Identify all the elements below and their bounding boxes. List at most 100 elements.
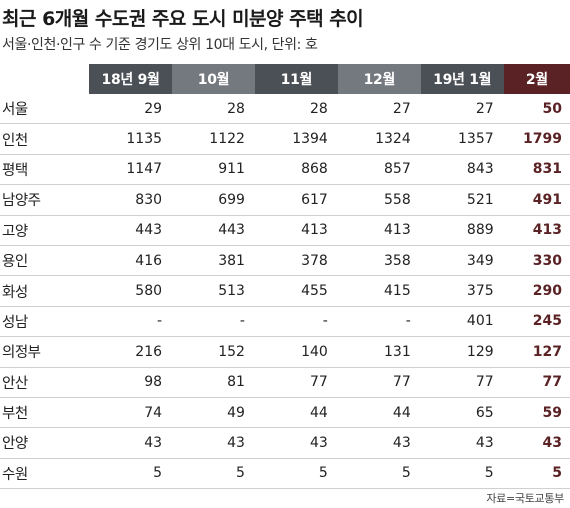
value-cell: 1357 [420,123,504,155]
latest-value-cell: 50 [503,94,570,125]
column-header-latest: 2월 [503,64,570,94]
value-cell: 580 [89,275,173,307]
table-row: 의정부 216 152 140 131 129 127 [0,336,570,368]
value-cell: 358 [337,245,421,277]
table-row: 고양 443 443 413 413 889 413 [0,215,570,246]
latest-value-cell: 59 [503,397,570,429]
value-cell: 843 [420,154,504,186]
row-label: 안양 [0,427,90,459]
row-label: 화성 [0,275,90,307]
value-cell: 131 [337,336,421,368]
value-cell: 1147 [89,154,173,186]
value-cell: 401 [420,306,504,338]
value-cell: 28 [172,94,255,125]
latest-value-cell: 1799 [503,123,570,155]
value-cell: - [337,306,421,338]
value-cell: 43 [89,427,173,459]
column-header: 11월 [254,64,338,94]
row-label: 안산 [0,367,90,398]
table-row: 안산 98 81 77 77 77 77 [0,367,570,398]
value-cell: 455 [254,275,338,307]
table-row: 인천 1135 1122 1394 1324 1357 1799 [0,123,570,155]
row-label: 부천 [0,397,90,429]
row-label: 남양주 [0,184,90,216]
value-cell: 43 [254,427,338,459]
value-cell: 29 [89,94,173,125]
latest-value-cell: 43 [503,427,570,459]
value-cell: 1324 [337,123,421,155]
row-label: 성남 [0,306,90,338]
value-cell: 77 [420,367,504,398]
value-cell: - [89,306,173,338]
value-cell: 43 [420,427,504,459]
column-header: 10월 [172,64,255,94]
value-cell: 77 [254,367,338,398]
value-cell: 152 [172,336,255,368]
value-cell: 889 [420,215,504,246]
value-cell: 5 [254,458,338,490]
table-row: 화성 580 513 455 415 375 290 [0,275,570,307]
latest-value-cell: 127 [503,336,570,368]
latest-value-cell: 290 [503,275,570,307]
table-row: 안양 43 43 43 43 43 43 [0,427,570,459]
value-cell: 129 [420,336,504,368]
chart-title: 최근 6개월 수도권 주요 도시 미분양 주택 추이 [2,8,364,30]
value-cell: 44 [254,397,338,429]
value-cell: 140 [254,336,338,368]
value-cell: 77 [337,367,421,398]
row-label: 평택 [0,154,90,186]
latest-value-cell: 831 [503,154,570,186]
column-header: 12월 [337,64,421,94]
value-cell: - [254,306,338,338]
value-cell: 43 [172,427,255,459]
latest-value-cell: 77 [503,367,570,398]
value-cell: - [172,306,255,338]
column-header: 18년 9월 [89,64,173,94]
table-body: 서울 29 28 28 27 27 50 인천 1135 1122 1394 1324 1357 1799… [0,94,570,490]
value-cell: 43 [337,427,421,459]
value-cell: 5 [89,458,173,490]
value-cell: 5 [337,458,421,490]
table-row: 서울 29 28 28 27 27 50 [0,94,570,125]
value-cell: 98 [89,367,173,398]
value-cell: 830 [89,184,173,216]
value-cell: 617 [254,184,338,216]
column-header: 19년 1월 [420,64,504,94]
value-cell: 911 [172,154,255,186]
row-label: 인천 [0,123,90,155]
value-cell: 44 [337,397,421,429]
latest-value-cell: 245 [503,306,570,338]
value-cell: 74 [89,397,173,429]
value-cell: 81 [172,367,255,398]
value-cell: 375 [420,275,504,307]
latest-value-cell: 5 [503,458,570,490]
value-cell: 27 [337,94,421,125]
value-cell: 415 [337,275,421,307]
value-cell: 28 [254,94,338,125]
value-cell: 381 [172,245,255,277]
value-cell: 1122 [172,123,255,155]
header-row: 18년 9월 10월 11월 12월 19년 1월 2월 [0,64,570,94]
value-cell: 5 [420,458,504,490]
table-row: 남양주 830 699 617 558 521 491 [0,184,570,216]
value-cell: 413 [254,215,338,246]
value-cell: 1394 [254,123,338,155]
table-row: 수원 5 5 5 5 5 5 [0,458,570,490]
latest-value-cell: 413 [503,215,570,246]
chart-subtitle: 서울·인천·인구 수 기준 경기도 상위 10대 도시, 단위: 호 [2,37,318,53]
table-row: 용인 416 381 378 358 349 330 [0,245,570,277]
value-cell: 1135 [89,123,173,155]
row-label: 고양 [0,215,90,246]
table-row: 성남 - - - -401 245 [0,306,570,338]
value-cell: 857 [337,154,421,186]
value-cell: 699 [172,184,255,216]
row-label: 수원 [0,458,90,490]
data-table: 18년 9월 10월 11월 12월 19년 1월 2월 서울 29 28 28 27 2… [0,64,570,490]
value-cell: 216 [89,336,173,368]
table-row: 평택 1147 911 868 857 843 831 [0,154,570,186]
value-cell: 49 [172,397,255,429]
value-cell: 521 [420,184,504,216]
value-cell: 5 [172,458,255,490]
value-cell: 27 [420,94,504,125]
